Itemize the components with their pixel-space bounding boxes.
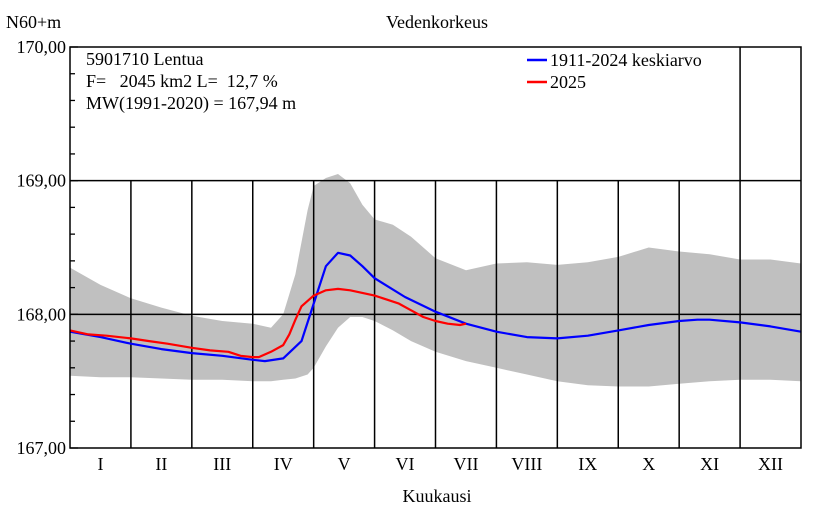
x-tick-label: VIII xyxy=(511,454,542,474)
info-line: 5901710 Lentua xyxy=(86,49,203,69)
info-line: MW(1991-2020) = 167,94 m xyxy=(86,93,296,114)
grid xyxy=(70,47,801,448)
y-tick-label: 168,00 xyxy=(17,304,67,324)
x-axis-label: Kuukausi xyxy=(403,486,472,506)
x-tick-label: VI xyxy=(396,454,415,474)
info-line: F= 2045 km2 L= 12,7 % xyxy=(86,71,278,91)
series-line-average xyxy=(69,251,802,363)
plot-frame xyxy=(69,46,802,449)
x-tick-label: IV xyxy=(274,454,293,474)
y-axis-ticks: 167,00 168,00 169,00 170,00 xyxy=(17,37,78,458)
y-tick-label: 170,00 xyxy=(17,37,67,57)
chart-title: Vedenkorkeus xyxy=(386,12,488,32)
x-axis-ticks: I II III IV V VI VII VIII IX X XI XII xyxy=(97,454,783,474)
x-tick-label: I xyxy=(97,454,103,474)
y-axis-unit-label: N60+m xyxy=(6,12,61,32)
x-tick-label: IX xyxy=(578,454,597,474)
y-tick-label: 167,00 xyxy=(17,438,67,458)
x-tick-label: XI xyxy=(700,454,719,474)
series-lines xyxy=(69,251,802,363)
y-tick-label: 169,00 xyxy=(17,171,67,191)
x-tick-label: XII xyxy=(758,454,783,474)
series-line-2025 xyxy=(69,287,467,359)
x-tick-label: X xyxy=(642,454,655,474)
x-tick-label: VII xyxy=(453,454,478,474)
legend-label: 2025 xyxy=(550,72,586,92)
legend-label: 1911-2024 keskiarvo xyxy=(550,50,702,70)
x-tick-label: III xyxy=(213,454,231,474)
x-tick-label: II xyxy=(155,454,167,474)
x-tick-label: V xyxy=(338,454,351,474)
